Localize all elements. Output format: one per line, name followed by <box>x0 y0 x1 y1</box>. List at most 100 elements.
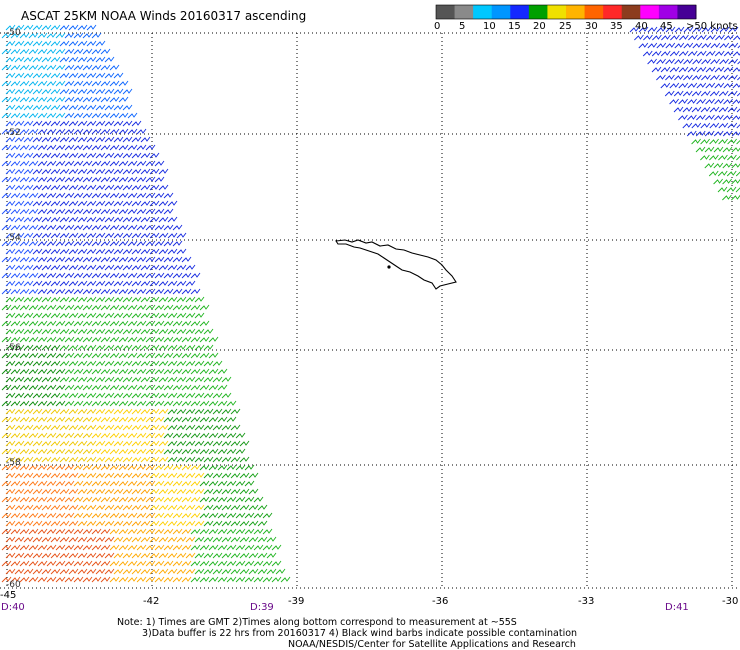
wind-barb <box>145 176 156 183</box>
wind-barb <box>41 88 52 95</box>
wind-barb <box>73 128 84 135</box>
wind-barb <box>104 200 115 207</box>
wind-barb <box>118 304 129 311</box>
wind-barb <box>714 98 724 105</box>
wind-barb <box>136 176 147 183</box>
wind-barb <box>122 136 133 143</box>
wind-barb <box>158 264 169 271</box>
wind-barb <box>59 408 70 415</box>
wind-barb <box>104 328 115 335</box>
wind-barb <box>181 464 192 471</box>
wind-barb <box>64 48 75 55</box>
wind-barb <box>275 568 286 575</box>
wind-barb <box>692 74 702 81</box>
wind-barb <box>100 560 111 567</box>
wind-barb <box>163 512 174 519</box>
wind-barb <box>208 384 219 391</box>
wind-barb <box>230 552 241 559</box>
wind-barb <box>1 80 12 87</box>
wind-barb <box>163 576 174 583</box>
wind-barb <box>665 74 675 81</box>
wind-barb <box>95 40 106 47</box>
wind-barb <box>221 504 232 511</box>
wind-barb <box>131 456 142 463</box>
wind-barb <box>68 520 79 527</box>
wind-barb <box>638 42 649 49</box>
wind-barb <box>91 96 102 103</box>
wind-barb <box>145 304 156 311</box>
wind-barb <box>113 552 124 559</box>
wind-barb <box>41 120 52 127</box>
wind-barb <box>28 112 39 119</box>
wind-barb <box>731 179 740 185</box>
wind-barb <box>77 296 88 303</box>
wind-barb <box>163 384 174 391</box>
wind-barb <box>37 400 48 407</box>
wind-barb <box>64 240 75 247</box>
wind-barb <box>77 136 88 143</box>
wind-barb <box>91 64 102 71</box>
wind-barb <box>19 416 30 423</box>
wind-barb <box>55 288 66 295</box>
wind-barb <box>217 432 228 439</box>
wind-barb <box>136 128 147 135</box>
wind-barb <box>235 496 246 503</box>
wind-barb <box>190 288 201 295</box>
wind-barb <box>145 528 156 535</box>
wind-barb <box>203 408 214 415</box>
wind-barb <box>235 480 246 487</box>
wind-barb <box>28 80 39 87</box>
wind-barb <box>19 448 30 455</box>
wind-barb <box>172 432 183 439</box>
wind-barb <box>735 171 740 177</box>
wind-barb <box>68 440 79 447</box>
wind-barb <box>185 424 196 431</box>
wind-barb <box>28 560 39 567</box>
wind-barb <box>122 360 133 367</box>
wind-barb <box>185 392 196 399</box>
wind-barb <box>73 224 84 231</box>
wind-barb <box>14 504 25 511</box>
wind-barb <box>167 424 178 431</box>
wind-barb <box>95 280 106 287</box>
wind-barb <box>181 496 192 503</box>
wind-barb <box>19 480 30 487</box>
wind-barb <box>109 320 120 327</box>
wind-barb <box>73 464 84 471</box>
wind-barb <box>181 368 192 375</box>
wind-barb <box>37 96 48 103</box>
wind-barb <box>91 32 102 39</box>
wind-barb <box>736 155 740 161</box>
wind-barb <box>122 232 133 239</box>
wind-barb <box>10 192 21 199</box>
wind-barb <box>181 320 192 327</box>
wind-barb <box>10 112 21 119</box>
wind-barb <box>230 424 241 431</box>
wind-barb <box>37 384 48 391</box>
wind-barb <box>86 568 97 575</box>
wind-barb <box>50 328 61 335</box>
wind-barb <box>37 80 48 87</box>
wind-barb <box>14 168 25 175</box>
wind-barb <box>109 80 120 87</box>
wind-barb <box>28 400 39 407</box>
wind-barb <box>127 416 138 423</box>
wind-barb <box>722 194 732 201</box>
wind-barb <box>73 416 84 423</box>
wind-barb <box>149 200 160 207</box>
wind-barb <box>86 344 97 351</box>
wind-barb <box>1 256 12 263</box>
wind-barb <box>239 568 250 575</box>
wind-barb <box>714 66 725 73</box>
wind-barb <box>190 512 201 519</box>
wind-barb <box>167 328 178 335</box>
wind-barb <box>91 544 102 551</box>
legend-swatch <box>436 5 456 19</box>
wind-barb <box>104 312 115 319</box>
wind-barb <box>73 400 84 407</box>
wind-barb <box>14 472 25 479</box>
wind-barb <box>82 480 93 487</box>
legend-label-0: 0 <box>434 21 441 32</box>
wind-barb <box>32 360 43 367</box>
wind-barb <box>140 168 151 175</box>
